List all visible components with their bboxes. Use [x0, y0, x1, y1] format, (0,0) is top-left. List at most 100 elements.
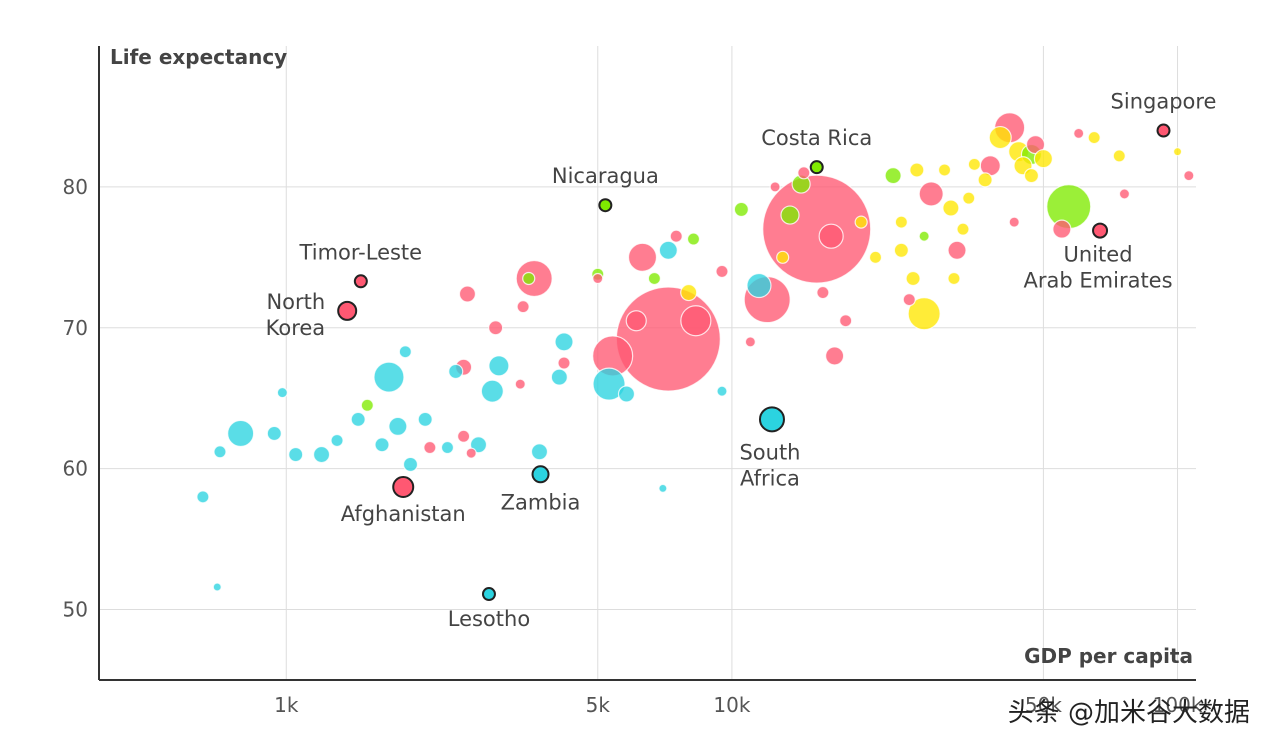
bubble-asia: [488, 320, 504, 336]
bubble-asia: [762, 174, 872, 284]
label-north-korea: North Korea: [266, 290, 326, 340]
bubble-americas: [733, 201, 749, 218]
point-south-africa: [758, 406, 785, 433]
bubble-asia: [680, 305, 712, 337]
bubble-africa: [212, 582, 222, 592]
label-costa-rica: Costa Rica: [761, 126, 872, 150]
label-line: United: [1064, 243, 1133, 267]
tick-labels: 1k 5k 10k 50k 100k 50 60 70 80: [63, 175, 1203, 717]
bubble-europe: [956, 222, 970, 236]
bubble-asia: [615, 286, 721, 392]
point-united-arab-emirates: [1092, 222, 1109, 239]
point-costa-rica: [809, 160, 824, 175]
bubble-asia: [902, 293, 916, 307]
bubble-americas: [522, 271, 536, 286]
bubble-africa: [388, 416, 408, 436]
bubble-africa: [266, 425, 282, 442]
label-line: North: [266, 290, 325, 314]
bubble-asia: [423, 440, 437, 455]
point-timor-leste: [353, 274, 368, 289]
bubble-europe: [1087, 130, 1101, 145]
country-labels: Singapore Costa Rica Nicaragua Timor-Leste N…: [266, 90, 1217, 632]
point-zambia: [531, 465, 550, 484]
bubble-asia: [744, 336, 756, 348]
bubble-africa: [288, 446, 304, 463]
bubble-asia: [818, 223, 844, 249]
bubble-americas: [360, 398, 374, 412]
grid-lines: [99, 46, 1196, 680]
point-nicaragua: [598, 198, 613, 213]
label-line: Singapore: [1111, 90, 1217, 114]
bubble-europe: [894, 215, 908, 229]
bubble-asia: [816, 285, 830, 300]
bubble-asia: [769, 181, 781, 193]
x-tick-label: 1k: [274, 693, 299, 717]
bubble-africa: [213, 445, 227, 459]
label-line: Korea: [266, 316, 326, 340]
bubble-africa: [716, 385, 728, 397]
label-south-africa: South Africa: [739, 440, 800, 490]
bubble-asia: [715, 264, 729, 279]
point-lesotho: [481, 587, 496, 602]
bubble-africa: [276, 386, 288, 399]
x-tick-label: 50k: [1025, 693, 1062, 717]
bubble-americas: [647, 271, 662, 286]
label-zambia: Zambia: [501, 490, 581, 514]
bubble-asia: [797, 166, 811, 180]
point-afghanistan: [392, 475, 415, 498]
bubble-africa: [480, 379, 504, 403]
bubble-layer: [196, 112, 1195, 592]
label-line: South: [739, 440, 800, 464]
bubble-americas: [918, 230, 930, 242]
label-line: Nicaragua: [552, 164, 659, 188]
label-timor-leste: Timor-Leste: [299, 240, 423, 264]
label-line: Afghanistan: [341, 502, 466, 526]
bubble-africa: [398, 345, 412, 359]
bubble-africa: [658, 240, 678, 260]
bubble-americas: [884, 167, 902, 185]
bubble-europe: [977, 172, 993, 188]
bubble-africa: [448, 363, 464, 380]
bubble-africa: [530, 443, 549, 461]
bubble-europe: [909, 162, 925, 178]
bubble-europe: [868, 250, 883, 264]
x-tick-label: 100k: [1153, 693, 1203, 717]
bubble-africa: [312, 445, 331, 464]
bubble-europe: [1023, 168, 1040, 184]
bubble-asia: [458, 285, 477, 303]
bubble-asia: [557, 356, 571, 370]
bubble-europe: [1172, 147, 1183, 157]
bubble-europe: [854, 215, 868, 229]
bubble-europe: [680, 283, 698, 302]
bubble-europe: [893, 242, 909, 258]
bubble-africa: [440, 440, 455, 455]
bubble-asia: [592, 272, 604, 285]
bubble-africa: [658, 483, 668, 493]
bubble-europe: [1112, 149, 1126, 163]
label-line: Timor-Leste: [299, 240, 423, 264]
label-line: Arab Emirates: [1024, 269, 1173, 293]
bubble-africa: [488, 355, 510, 377]
y-tick-label: 50: [63, 598, 88, 622]
x-axis-title: GDP per capita: [1024, 644, 1193, 668]
y-axis-title: Life expectancy: [110, 45, 287, 69]
y-tick-label: 80: [63, 175, 88, 199]
label-line: Africa: [740, 466, 800, 490]
bubble-africa: [350, 411, 366, 427]
bubble-asia: [465, 447, 477, 459]
labeled-points-layer: [337, 123, 1171, 602]
bubble-europe: [988, 125, 1012, 150]
bubble-americas: [780, 205, 800, 225]
bubble-africa: [746, 272, 772, 299]
label-nicaragua: Nicaragua: [552, 164, 659, 188]
bubble-asia: [839, 314, 853, 328]
bubble-asia: [825, 346, 845, 366]
bubble-asia: [1008, 216, 1020, 228]
point-singapore: [1156, 123, 1171, 138]
bubble-africa: [402, 456, 419, 473]
bubble-africa: [550, 368, 568, 386]
label-line: Costa Rica: [761, 126, 872, 150]
bubble-asia: [1073, 127, 1085, 139]
bubble-americas: [1046, 184, 1092, 230]
